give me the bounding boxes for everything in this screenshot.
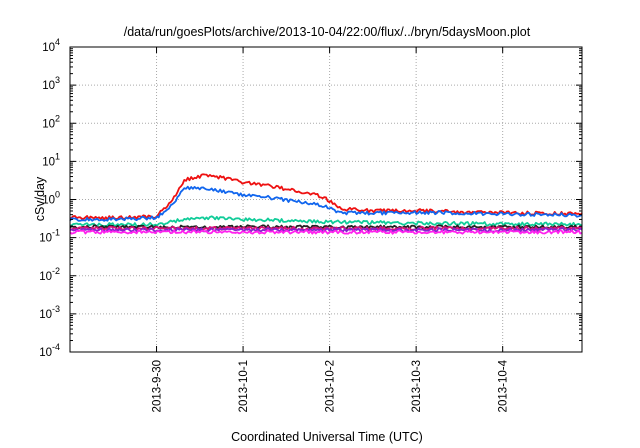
series-line — [69, 185, 583, 222]
series-line — [69, 225, 582, 232]
y-tick-label: 10-3 — [39, 304, 60, 321]
x-tick-label: 2013-9-30 — [152, 360, 164, 412]
series-group — [69, 173, 583, 235]
x-tick-label: 2013-10-1 — [238, 360, 250, 412]
y-axis: 10-4 10-3 10-2 10-1 100 101 102 103 104 — [39, 37, 582, 359]
x-tick-label: 2013-10-3 — [411, 360, 423, 412]
x-axis: 2013-9-30 2013-10-1 2013-10-2 2013-10-3 2013… — [152, 47, 510, 412]
chart-title: /data/run/goesPlots/archive/2013-10-04/2… — [124, 25, 531, 39]
y-tick-label: 10-4 — [39, 342, 60, 359]
x-axis-label: Coordinated Universal Time (UTC) — [231, 430, 423, 444]
y-tick-label: 10-2 — [39, 266, 60, 283]
y-tick-label: 101 — [42, 151, 60, 168]
series-line — [69, 229, 583, 235]
y-tick-label: 100 — [42, 190, 60, 207]
y-axis-label: cSv/day — [33, 176, 47, 221]
y-tick-label: 102 — [42, 113, 60, 130]
series-line — [69, 173, 583, 221]
x-tick-label: 2013-10-4 — [498, 359, 510, 412]
y-tick-label: 103 — [42, 75, 60, 92]
x-tick-label: 2013-10-2 — [325, 360, 337, 412]
y-tick-label: 10-1 — [39, 228, 60, 245]
y-tick-label: 104 — [42, 37, 60, 54]
series-line — [69, 215, 583, 228]
